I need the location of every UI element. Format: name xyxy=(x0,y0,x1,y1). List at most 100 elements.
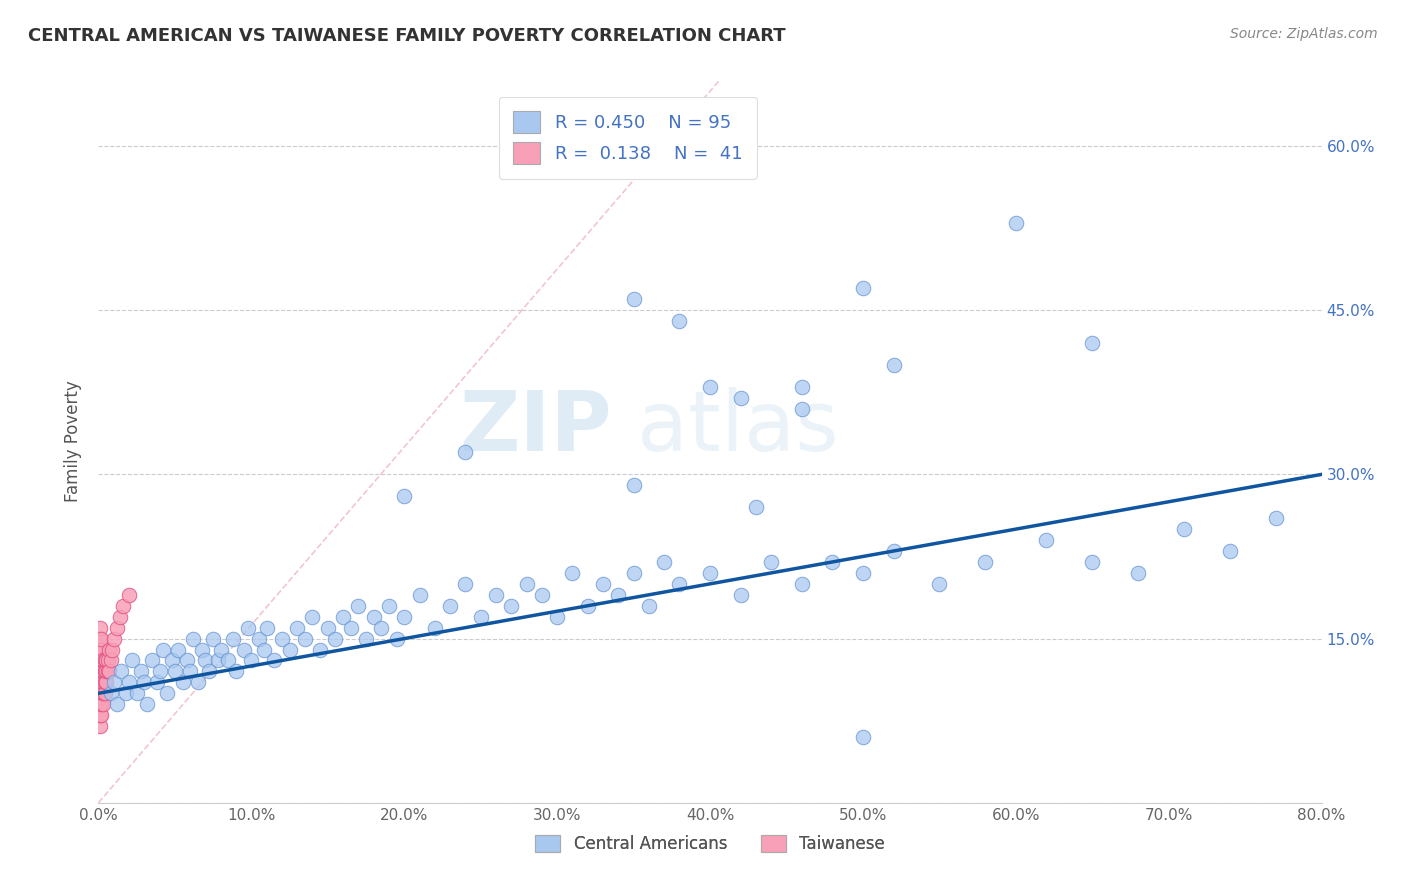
Point xyxy=(89,632,111,646)
Point xyxy=(179,665,201,679)
Point xyxy=(852,730,875,744)
Point xyxy=(187,675,209,690)
Point xyxy=(790,577,813,591)
Point xyxy=(90,642,112,657)
Point xyxy=(501,599,523,613)
Point xyxy=(118,588,141,602)
Point xyxy=(93,675,115,690)
Point xyxy=(1081,336,1104,351)
Point xyxy=(790,380,813,394)
Y-axis label: Family Poverty: Family Poverty xyxy=(65,381,83,502)
Point xyxy=(1004,216,1026,230)
Point xyxy=(172,675,194,690)
Point xyxy=(89,698,111,712)
Point xyxy=(197,665,219,679)
Point xyxy=(89,665,111,679)
Point xyxy=(928,577,950,591)
Point xyxy=(90,653,112,667)
Point xyxy=(163,665,186,679)
Point xyxy=(152,642,174,657)
Point xyxy=(470,609,492,624)
Point xyxy=(149,665,172,679)
Point xyxy=(325,632,347,646)
Point xyxy=(247,632,270,646)
Point xyxy=(156,686,179,700)
Point xyxy=(202,632,225,646)
Point xyxy=(301,609,323,624)
Point xyxy=(530,588,553,602)
Point xyxy=(100,653,122,667)
Point xyxy=(240,653,263,667)
Point xyxy=(90,665,112,679)
Point xyxy=(485,588,508,602)
Point xyxy=(98,665,121,679)
Point xyxy=(93,686,115,700)
Point xyxy=(745,500,768,515)
Point xyxy=(285,621,308,635)
Point xyxy=(1219,544,1241,558)
Point xyxy=(110,665,132,679)
Point xyxy=(392,489,416,503)
Point xyxy=(89,621,111,635)
Point xyxy=(347,599,370,613)
Point xyxy=(90,632,112,646)
Point xyxy=(93,653,115,667)
Point xyxy=(98,642,121,657)
Point xyxy=(790,401,813,416)
Point xyxy=(423,621,446,635)
Point xyxy=(408,588,430,602)
Point xyxy=(821,555,844,569)
Text: Source: ZipAtlas.com: Source: ZipAtlas.com xyxy=(1230,27,1378,41)
Text: ZIP: ZIP xyxy=(460,386,612,467)
Point xyxy=(90,708,112,723)
Point xyxy=(852,566,875,580)
Point xyxy=(339,621,361,635)
Point xyxy=(89,653,111,667)
Point xyxy=(883,358,905,372)
Point xyxy=(91,698,114,712)
Point xyxy=(1081,555,1104,569)
Point xyxy=(145,675,167,690)
Point xyxy=(103,675,125,690)
Point xyxy=(160,653,183,667)
Point xyxy=(134,675,156,690)
Point xyxy=(852,281,875,295)
Point xyxy=(454,577,477,591)
Text: atlas: atlas xyxy=(637,386,838,467)
Point xyxy=(94,675,117,690)
Point xyxy=(623,478,645,492)
Point xyxy=(101,642,124,657)
Point xyxy=(385,632,408,646)
Point xyxy=(576,599,599,613)
Point xyxy=(252,642,274,657)
Point xyxy=(309,642,332,657)
Point xyxy=(176,653,198,667)
Point xyxy=(194,653,217,667)
Point xyxy=(91,653,114,667)
Point xyxy=(167,642,190,657)
Point xyxy=(129,665,152,679)
Point xyxy=(699,566,721,580)
Point xyxy=(191,642,214,657)
Point xyxy=(207,653,229,667)
Point xyxy=(91,665,114,679)
Point xyxy=(316,621,339,635)
Point xyxy=(759,555,782,569)
Point xyxy=(363,609,385,624)
Point xyxy=(623,292,645,306)
Point xyxy=(354,632,377,646)
Point xyxy=(91,686,114,700)
Point xyxy=(561,566,583,580)
Point xyxy=(270,632,292,646)
Point xyxy=(89,708,111,723)
Point xyxy=(94,665,117,679)
Point xyxy=(637,599,661,613)
Point xyxy=(607,588,630,602)
Point xyxy=(89,642,111,657)
Point xyxy=(392,609,416,624)
Point xyxy=(883,544,905,558)
Point xyxy=(111,599,134,613)
Point xyxy=(89,686,111,700)
Point xyxy=(105,621,128,635)
Point xyxy=(454,445,477,459)
